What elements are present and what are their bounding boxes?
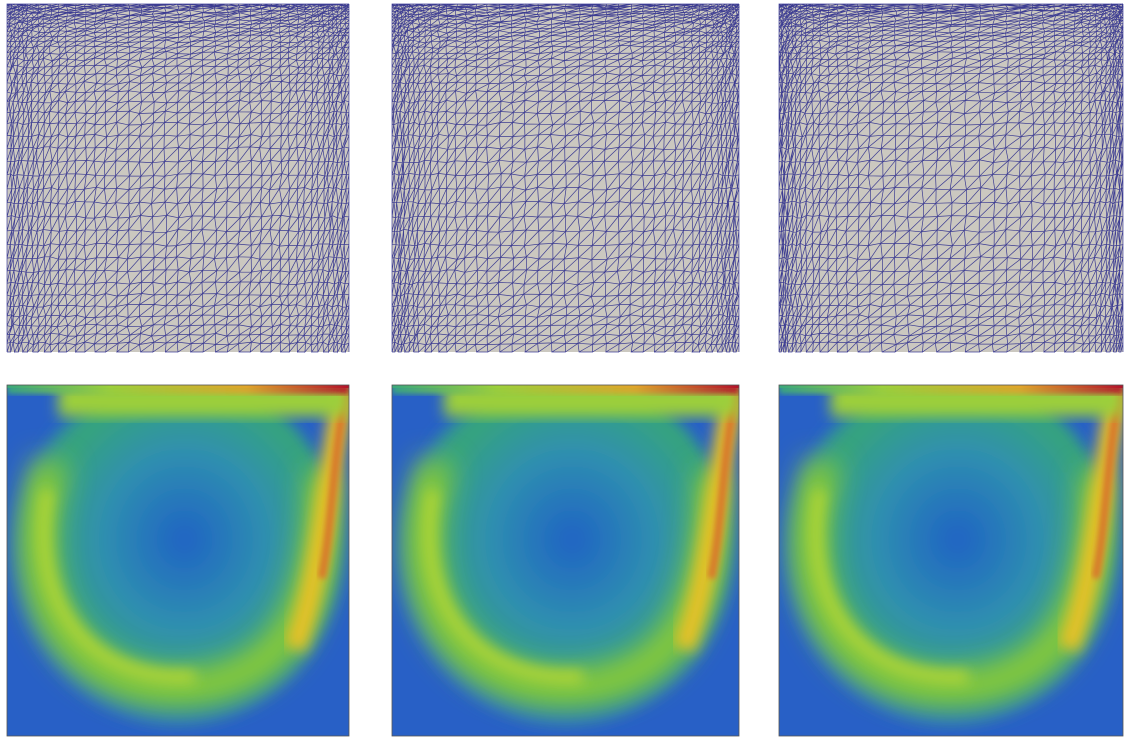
field-panel xyxy=(7,374,349,736)
field-panel xyxy=(392,374,739,736)
field-panel xyxy=(779,374,1123,736)
mesh-panel xyxy=(392,4,739,352)
figure xyxy=(0,0,1125,738)
lid-edge xyxy=(779,385,1123,388)
lid-edge xyxy=(7,385,349,388)
page: {} html, body { margin: 0; padding: 0; b… xyxy=(0,0,1125,738)
mesh-panel xyxy=(779,4,1123,352)
page-body: (() => { const data = JSON.parse(documen… xyxy=(0,0,1125,738)
mesh-panel xyxy=(7,4,349,352)
lid-edge xyxy=(392,385,739,388)
